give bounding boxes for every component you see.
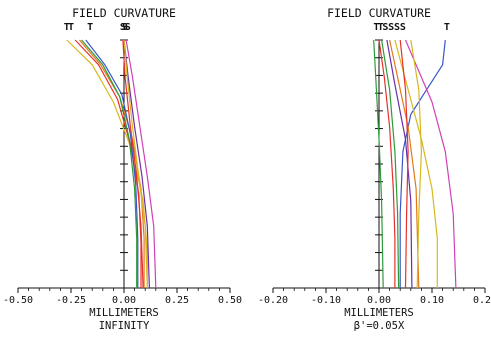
curve-line [85,39,139,288]
x-axis-title: MILLIMETERS [344,307,414,319]
chart-panel-1 [17,39,231,293]
x-tick-label: -0.10 [311,295,341,306]
x-axis-title: MILLIMETERS [89,307,159,319]
x-tick-label: -0.20 [258,295,288,306]
x-tick-label: -0.50 [3,295,33,306]
x-tick-label: 0.50 [218,295,242,306]
curve-line [389,39,420,289]
curve-line [122,39,144,289]
curve-line [378,39,396,288]
chart-caption: β'=0.05X [354,320,405,332]
curve-line [394,39,438,288]
legend-label: S [382,22,388,33]
curve-line [381,39,400,289]
curve-line [373,39,384,289]
legend-label: S [122,22,128,33]
legend-label: T [373,22,379,33]
curve-line [410,39,423,289]
legend-label: T [444,22,450,33]
curve-line [386,39,413,289]
x-tick-label: 0.20 [473,295,491,306]
curve-line [81,39,138,288]
x-tick-label: 0.10 [420,295,444,306]
x-tick-label: 0.25 [165,295,189,306]
chart-title: FIELD CURVATURE [327,6,431,20]
legend-label: S [394,22,400,33]
chart-title: FIELD CURVATURE [72,6,176,20]
legend-label: T [64,22,70,33]
legend-label: T [87,22,93,33]
x-tick-label: 0.00 [367,295,391,306]
x-tick-label: 0.00 [112,295,136,306]
curve-line [399,39,446,288]
x-tick-label: -0.25 [56,295,86,306]
chart-panel-2 [272,39,486,293]
legend-label: S [388,22,394,33]
legend-label: S [400,22,406,33]
curve-line [123,39,148,289]
legend-label: T [68,22,74,33]
curve-line [123,39,150,289]
legend-label: S [125,22,131,33]
legend-label: T [378,22,384,33]
chart-caption: INFINITY [99,320,150,332]
curve-line [125,39,157,289]
legend-label: S [120,22,126,33]
curve-line [399,39,409,289]
